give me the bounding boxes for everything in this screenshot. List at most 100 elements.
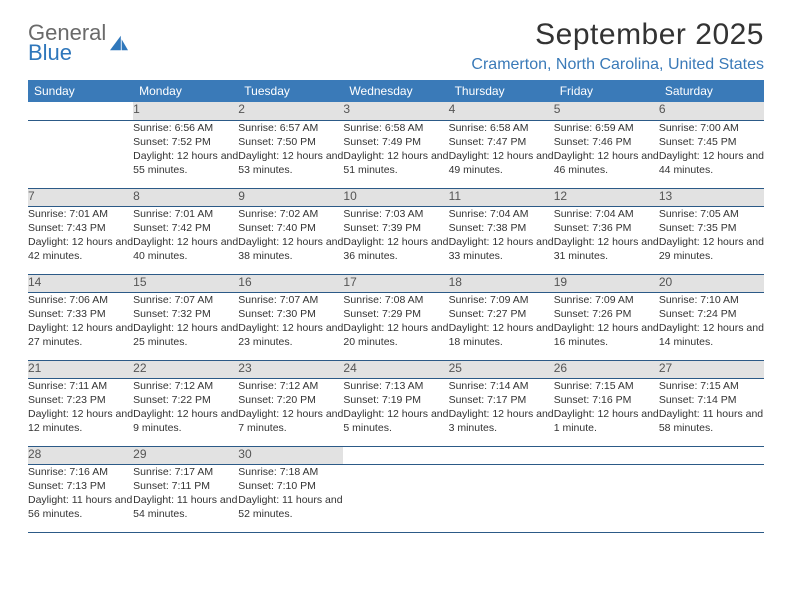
sunrise-line: Sunrise: 6:59 AM — [554, 121, 659, 135]
daylight-line: Daylight: 12 hours and 31 minutes. — [554, 235, 659, 263]
sunrise-line: Sunrise: 7:14 AM — [449, 379, 554, 393]
day-info-cell: Sunrise: 7:07 AMSunset: 7:30 PMDaylight:… — [238, 292, 343, 360]
day-info-cell: Sunrise: 7:08 AMSunset: 7:29 PMDaylight:… — [343, 292, 448, 360]
sunrise-line: Sunrise: 7:07 AM — [133, 293, 238, 307]
day-info-row: Sunrise: 7:01 AMSunset: 7:43 PM Daylight:… — [28, 206, 764, 274]
sunrise-line: Sunrise: 6:58 AM — [449, 121, 554, 135]
sunrise-line: Sunrise: 7:15 AM — [554, 379, 659, 393]
sunrise-line: Sunrise: 7:04 AM — [554, 207, 659, 221]
sunset-line: Sunset: 7:42 PM — [133, 221, 238, 235]
sunset-line: Sunset: 7:13 PM — [28, 479, 133, 493]
sunrise-line: Sunrise: 7:01 AM — [133, 207, 238, 221]
day-number-cell: 28 — [28, 446, 133, 464]
sunset-line: Sunset: 7:11 PM — [133, 479, 238, 493]
sunset-line: Sunset: 7:40 PM — [238, 221, 343, 235]
day-number-cell: 12 — [554, 188, 659, 206]
day-number-cell: 5 — [554, 102, 659, 120]
sunset-line: Sunset: 7:24 PM — [659, 307, 764, 321]
day-info-row: Sunrise: 7:11 AMSunset: 7:23 PMDaylight:… — [28, 378, 764, 446]
sunset-line: Sunset: 7:33 PM — [28, 307, 133, 321]
day-number-cell — [449, 446, 554, 464]
sunrise-line: Sunrise: 7:00 AM — [659, 121, 764, 135]
sunset-line: Sunset: 7:50 PM — [238, 135, 343, 149]
logo-text: General Blue — [28, 22, 106, 64]
day-info-cell: Sunrise: 7:12 AMSunset: 7:20 PMDaylight:… — [238, 378, 343, 446]
sunrise-line: Sunrise: 7:13 AM — [343, 379, 448, 393]
sunset-line: Sunset: 7:16 PM — [554, 393, 659, 407]
day-info-cell: Sunrise: 7:17 AMSunset: 7:11 PMDaylight:… — [133, 464, 238, 532]
daylight-line: Daylight: 12 hours and 53 minutes. — [238, 149, 343, 177]
sunrise-line: Sunrise: 7:10 AM — [659, 293, 764, 307]
sunset-line: Sunset: 7:32 PM — [133, 307, 238, 321]
sunset-line: Sunset: 7:10 PM — [238, 479, 343, 493]
day-number-row: 14151617181920 — [28, 274, 764, 292]
sunrise-line: Sunrise: 6:58 AM — [343, 121, 448, 135]
day-info-cell: Sunrise: 7:15 AMSunset: 7:16 PMDaylight:… — [554, 378, 659, 446]
day-info-cell — [659, 464, 764, 532]
day-number-cell: 19 — [554, 274, 659, 292]
sail-icon — [108, 34, 130, 52]
day-number-cell: 10 — [343, 188, 448, 206]
daylight-line: Daylight: 12 hours and 7 minutes. — [238, 407, 343, 435]
daylight-line: Daylight: 12 hours and 27 minutes. — [28, 321, 133, 349]
daylight-line: Daylight: 12 hours and 49 minutes. — [449, 149, 554, 177]
sunset-line: Sunset: 7:43 PM — [28, 221, 133, 235]
day-number-cell: 21 — [28, 360, 133, 378]
sunrise-line: Sunrise: 6:56 AM — [133, 121, 238, 135]
sunset-line: Sunset: 7:36 PM — [554, 221, 659, 235]
sunrise-line: Sunrise: 7:18 AM — [238, 465, 343, 479]
day-info-cell: Sunrise: 7:02 AMSunset: 7:40 PMDaylight:… — [238, 206, 343, 274]
day-info-cell: Sunrise: 7:01 AMSunset: 7:42 PMDaylight:… — [133, 206, 238, 274]
sunrise-line: Sunrise: 7:12 AM — [133, 379, 238, 393]
sunset-line: Sunset: 7:52 PM — [133, 135, 238, 149]
weekday-header: Wednesday — [343, 80, 448, 102]
sunrise-line: Sunrise: 6:57 AM — [238, 121, 343, 135]
day-number-row: 123456 — [28, 102, 764, 120]
daylight-line: Daylight: 12 hours and 36 minutes. — [343, 235, 448, 263]
day-number-cell: 29 — [133, 446, 238, 464]
sunrise-line: Sunrise: 7:09 AM — [554, 293, 659, 307]
day-number-row: 21222324252627 — [28, 360, 764, 378]
day-info-cell: Sunrise: 7:16 AMSunset: 7:13 PMDaylight:… — [28, 464, 133, 532]
day-number-cell — [659, 446, 764, 464]
daylight-line: Daylight: 12 hours and 18 minutes. — [449, 321, 554, 349]
sunset-line: Sunset: 7:47 PM — [449, 135, 554, 149]
sunrise-line: Sunrise: 7:11 AM — [28, 379, 133, 393]
day-number-cell: 9 — [238, 188, 343, 206]
sunrise-line: Sunrise: 7:03 AM — [343, 207, 448, 221]
sunset-line: Sunset: 7:38 PM — [449, 221, 554, 235]
weekday-header: Sunday — [28, 80, 133, 102]
daylight-line: Daylight: 12 hours and 23 minutes. — [238, 321, 343, 349]
sunrise-line: Sunrise: 7:06 AM — [28, 293, 133, 307]
daylight-line: Daylight: 11 hours and 52 minutes. — [238, 493, 343, 521]
day-info-row: Sunrise: 7:16 AMSunset: 7:13 PMDaylight:… — [28, 464, 764, 532]
day-number-cell: 15 — [133, 274, 238, 292]
daylight-line: Daylight: 12 hours and 3 minutes. — [449, 407, 554, 435]
day-info-cell: Sunrise: 7:04 AMSunset: 7:36 PMDaylight:… — [554, 206, 659, 274]
daylight-line: Daylight: 12 hours and 46 minutes. — [554, 149, 659, 177]
logo: General Blue — [28, 18, 130, 64]
day-info-cell — [554, 464, 659, 532]
day-number-cell — [28, 102, 133, 120]
daylight-line: Daylight: 12 hours and 5 minutes. — [343, 407, 448, 435]
header: General Blue September 2025 Cramerton, N… — [28, 18, 764, 74]
sunset-line: Sunset: 7:22 PM — [133, 393, 238, 407]
day-number-cell: 17 — [343, 274, 448, 292]
day-number-row: 282930 — [28, 446, 764, 464]
sunrise-line: Sunrise: 7:07 AM — [238, 293, 343, 307]
daylight-line: Daylight: 12 hours and 20 minutes. — [343, 321, 448, 349]
sunset-line: Sunset: 7:14 PM — [659, 393, 764, 407]
day-info-cell: Sunrise: 7:05 AMSunset: 7:35 PMDaylight:… — [659, 206, 764, 274]
day-number-cell: 14 — [28, 274, 133, 292]
sunset-line: Sunset: 7:27 PM — [449, 307, 554, 321]
sunset-line: Sunset: 7:19 PM — [343, 393, 448, 407]
day-info-cell: Sunrise: 7:06 AMSunset: 7:33 PMDaylight:… — [28, 292, 133, 360]
day-info-cell: Sunrise: 7:12 AMSunset: 7:22 PMDaylight:… — [133, 378, 238, 446]
day-info-cell: Sunrise: 7:14 AMSunset: 7:17 PMDaylight:… — [449, 378, 554, 446]
daylight-line: Daylight: 12 hours and 12 minutes. — [28, 407, 133, 435]
day-number-cell: 18 — [449, 274, 554, 292]
sunset-line: Sunset: 7:23 PM — [28, 393, 133, 407]
day-number-cell: 11 — [449, 188, 554, 206]
sunrise-line: Sunrise: 7:12 AM — [238, 379, 343, 393]
day-number-cell: 6 — [659, 102, 764, 120]
